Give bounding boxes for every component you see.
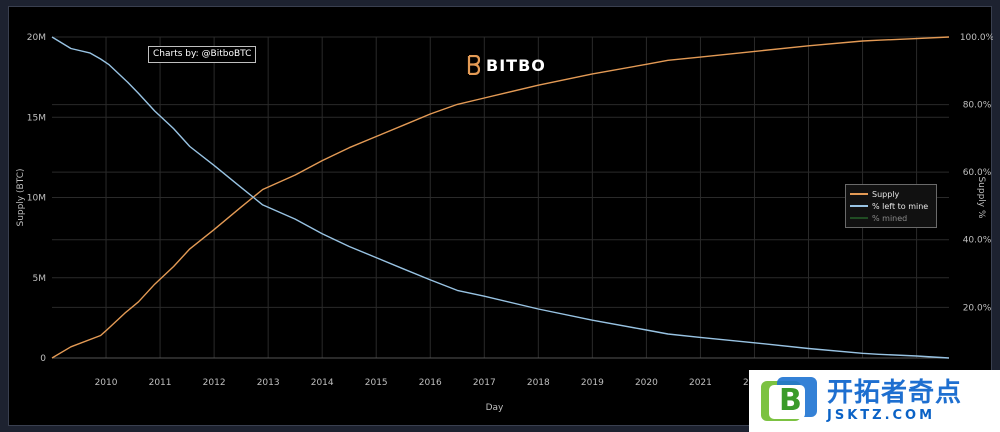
x-axis-title: Day (486, 403, 504, 413)
bitcoin-b-icon (467, 55, 480, 75)
y-tick-label-right: 60.0% (963, 168, 992, 178)
x-tick-label: 2016 (419, 378, 442, 388)
chart-legend: Supply % left to mine % mined (845, 184, 937, 228)
chart-frame: 2010 2011 2012 2013 2014 2015 2016 2017 2018 2019… (8, 6, 993, 426)
y-tick-label-right: 40.0% (963, 236, 992, 246)
legend-label-supply: Supply (872, 189, 900, 199)
x-tick-label: 2020 (635, 378, 658, 388)
legend-item-supply[interactable]: Supply (850, 188, 932, 200)
legend-item-mined[interactable]: % mined (850, 212, 932, 224)
y-axis-title-left: Supply (BTC) (16, 169, 26, 227)
brand-name: BITBO (486, 55, 546, 75)
legend-swatch-supply (850, 193, 868, 195)
x-tick-label: 2011 (149, 378, 172, 388)
x-tick-label: 2019 (581, 378, 604, 388)
x-tick-label: 2014 (311, 378, 334, 388)
legend-swatch-mined (850, 217, 868, 219)
y-tick-label-left: 15M (27, 113, 46, 123)
y-tick-label-right: 100.0% (960, 33, 993, 43)
x-tick-label: 2015 (365, 378, 388, 388)
y-tick-label-left: 20M (27, 33, 46, 43)
y-tick-label-left: 10M (27, 194, 46, 204)
x-tick-label: 2018 (527, 378, 550, 388)
y-tick-label-left: 5M (33, 274, 47, 284)
y-tick-label-left: 0 (40, 354, 46, 364)
legend-label-mined: % mined (872, 213, 908, 223)
x-tick-label: 2013 (257, 378, 280, 388)
watermark-logo-letter: B (779, 383, 802, 418)
watermark-logo-icon: B (759, 377, 819, 425)
legend-swatch-left-to-mine (850, 205, 868, 207)
bitbo-logo: BITBO (466, 54, 546, 76)
left-to-mine-line (51, 36, 950, 359)
y-axis-title-right: Supply % (976, 176, 986, 219)
x-tick-label: 2017 (473, 378, 496, 388)
chart-svg: 2010 2011 2012 2013 2014 2015 2016 2017 2018 2019… (16, 33, 993, 413)
legend-label-left-to-mine: % left to mine (872, 201, 929, 211)
y-tick-label-right: 20.0% (963, 303, 992, 313)
x-tick-label: 2012 (203, 378, 226, 388)
watermark-title: 开拓者奇点 (827, 378, 963, 408)
x-tick-label: 2021 (689, 378, 712, 388)
chart-credit: Charts by: @BitboBTC (148, 46, 257, 63)
legend-item-left-to-mine[interactable]: % left to mine (850, 200, 932, 212)
watermark-url: JSKTZ.COM (827, 408, 936, 423)
y-tick-label-right: 80.0% (963, 101, 992, 111)
supply-line (51, 36, 950, 359)
x-tick-label: 2010 (95, 378, 118, 388)
watermark-banner: B 开拓者奇点 JSKTZ.COM (749, 370, 1000, 432)
